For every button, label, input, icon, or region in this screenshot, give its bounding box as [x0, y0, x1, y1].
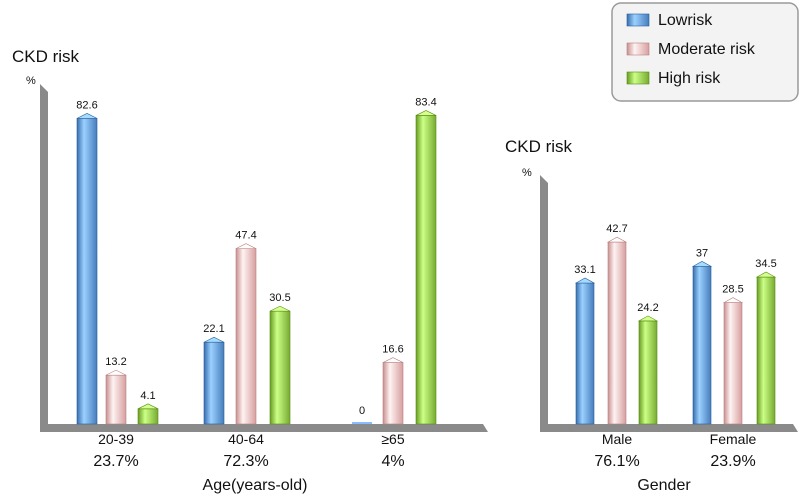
age-chart-bars: 82.6 13.2 4.1 20-39 23.7% 22.1 47.4 30.5 40-64 72…	[76, 96, 436, 470]
age-bar-moderate-risk-2	[382, 362, 404, 425]
gender-category-percent-1: 23.9%	[710, 453, 755, 470]
age-chart-xlabel: Age(years-old)	[203, 477, 308, 494]
age-chart: CKD risk % Age(years-old) 82.6 13.2 4.1 20-…	[12, 47, 488, 494]
age-bar-lowrisk-0-label: 82.6	[76, 99, 97, 111]
legend-swatch-high-risk	[626, 71, 650, 85]
age-chart-ylabel: %	[26, 75, 36, 87]
age-bar-moderate-risk-1	[235, 248, 257, 425]
gender-bar-high-risk-1-cap	[755, 271, 777, 278]
age-bar-moderate-risk-2-label: 16.6	[382, 344, 403, 356]
legend: Lowrisk Moderate risk High risk	[611, 2, 799, 102]
gender-bar-high-risk-0	[638, 320, 658, 425]
gender-bar-lowrisk-0-label: 33.1	[574, 264, 595, 276]
gender-bar-lowrisk-1-cap	[691, 261, 713, 267]
age-tick-label-1: 40-64	[228, 431, 264, 447]
age-bar-lowrisk-2-label: 0	[359, 405, 365, 417]
legend-label-moderate-risk: Moderate risk	[658, 41, 756, 58]
age-bar-lowrisk-0	[76, 118, 98, 425]
age-bar-high-risk-1-cap	[269, 305, 291, 312]
gender-bar-high-risk-1	[756, 276, 776, 425]
gender-bar-lowrisk-1-label: 37	[696, 247, 708, 259]
age-bar-moderate-risk-1-cap	[235, 243, 257, 249]
age-bar-lowrisk-1-cap	[203, 336, 225, 343]
gender-chart-y-axis	[540, 175, 548, 432]
gender-bar-moderate-risk-0-cap	[606, 236, 628, 243]
gender-bar-high-risk-1-label: 34.5	[755, 258, 776, 270]
legend-swatch-lowrisk	[626, 13, 650, 27]
gender-tick-label-1: Female	[710, 431, 757, 447]
legend-box	[611, 2, 799, 102]
age-bar-moderate-risk-2-cap	[382, 357, 404, 363]
age-bar-lowrisk-2	[352, 422, 372, 424]
gender-chart-ylabel: %	[522, 167, 532, 179]
age-bar-moderate-risk-0-cap	[105, 369, 127, 376]
gender-bar-moderate-risk-1	[723, 302, 743, 425]
gender-chart-title: CKD risk	[505, 137, 573, 156]
legend-label-lowrisk: Lowrisk	[658, 12, 713, 29]
age-bar-high-risk-0-label: 4.1	[140, 390, 155, 402]
age-category-percent-2: 4%	[381, 453, 404, 470]
age-chart-x-axis	[40, 424, 488, 432]
gender-bar-moderate-risk-1-cap	[722, 297, 744, 303]
gender-tick-label-0: Male	[602, 431, 633, 447]
age-bar-high-risk-1	[269, 310, 291, 425]
legend-label-high-risk: High risk	[658, 70, 721, 87]
age-bar-high-risk-0-cap	[137, 403, 159, 410]
age-chart-y-axis	[40, 84, 48, 432]
age-bar-high-risk-2	[415, 115, 437, 425]
age-bar-high-risk-2-cap	[415, 110, 437, 116]
gender-bar-lowrisk-0	[575, 282, 595, 425]
gender-bar-moderate-risk-0	[607, 241, 627, 425]
legend-swatch-moderate-risk	[626, 42, 650, 56]
age-bar-lowrisk-1-label: 22.1	[203, 323, 224, 335]
age-bar-moderate-risk-0-label: 13.2	[105, 356, 126, 368]
gender-bar-lowrisk-1	[692, 266, 712, 425]
age-bar-lowrisk-1	[203, 341, 225, 425]
gender-chart: CKD risk % Gender 33.142.724.2Male76.1%3…	[505, 137, 798, 494]
age-bar-high-risk-1-label: 30.5	[269, 292, 290, 304]
gender-bar-moderate-risk-1-label: 28.5	[722, 284, 743, 296]
age-bar-high-risk-0	[137, 408, 159, 425]
age-tick-label-2: ≥65	[381, 431, 404, 447]
age-category-percent-1: 72.3%	[223, 453, 268, 470]
gender-chart-xlabel: Gender	[637, 477, 691, 494]
age-bar-lowrisk-0-cap	[76, 113, 98, 119]
gender-bar-high-risk-0-label: 24.2	[637, 302, 658, 314]
gender-bar-moderate-risk-0-label: 42.7	[606, 223, 627, 235]
age-bar-moderate-risk-0	[105, 374, 127, 425]
gender-category-percent-0: 76.1%	[594, 453, 639, 470]
gender-bar-lowrisk-0-cap	[574, 277, 596, 284]
age-bar-high-risk-2-label: 83.4	[415, 96, 436, 108]
gender-bar-high-risk-0-cap	[637, 315, 659, 322]
age-tick-label-0: 20-39	[98, 431, 134, 447]
age-chart-title: CKD risk	[12, 47, 80, 66]
age-category-percent-0: 23.7%	[93, 453, 138, 470]
gender-chart-bars: 33.1 42.7 24.2 Male 76.1% 37 28.5 34.5 Female 23.…	[574, 223, 776, 470]
age-bar-moderate-risk-1-label: 47.4	[235, 230, 256, 242]
gender-chart-x-axis	[540, 424, 798, 432]
